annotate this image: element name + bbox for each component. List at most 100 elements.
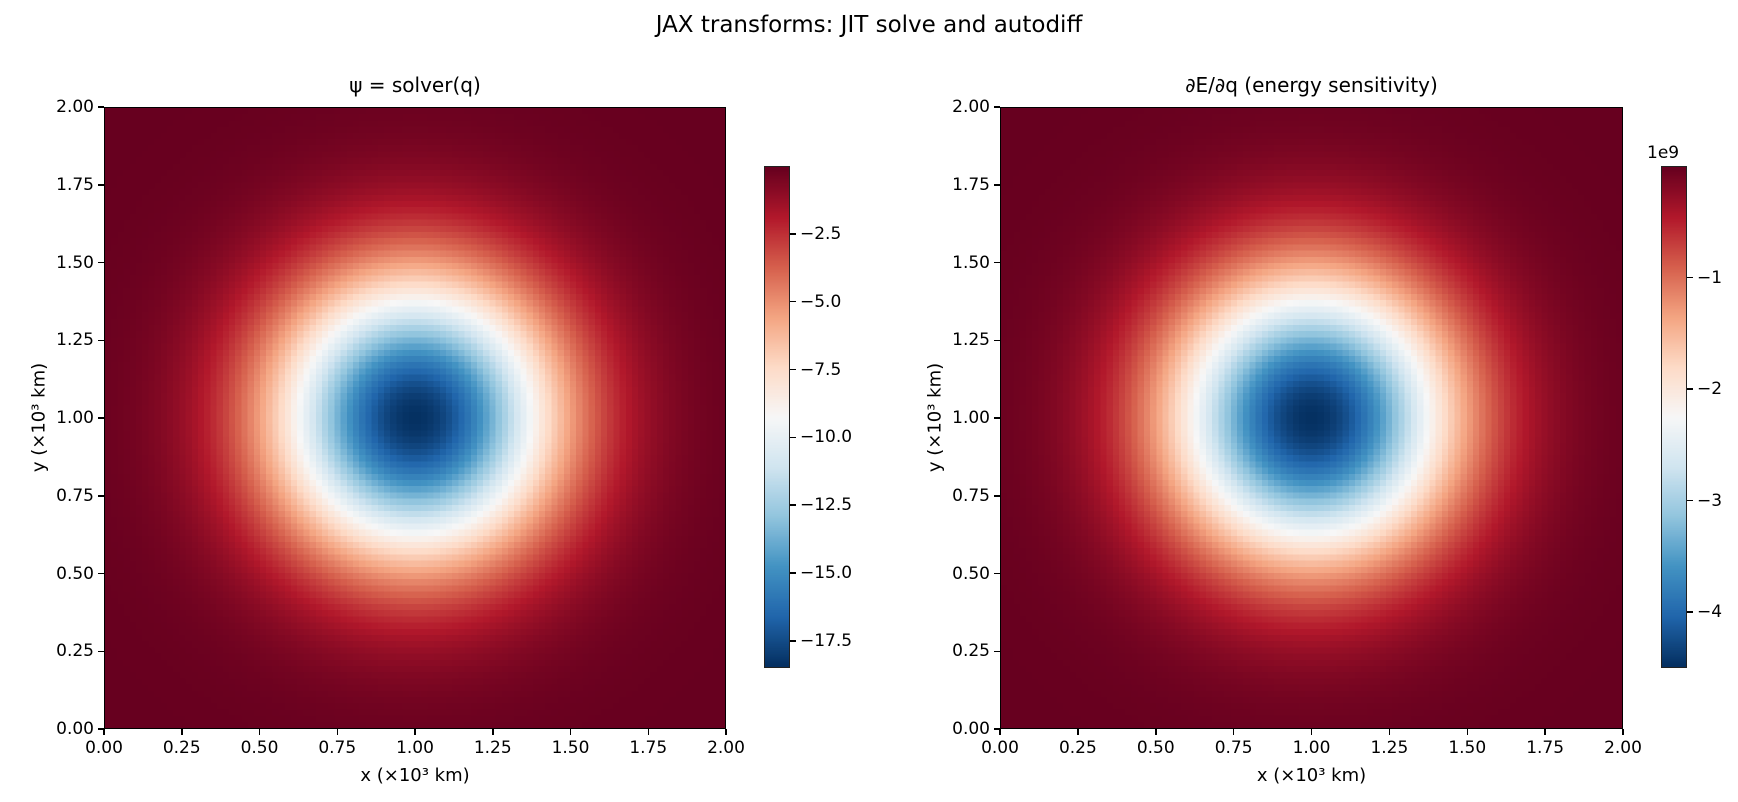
y-tick-label: 0.50 — [56, 563, 94, 584]
y-tick-mark — [98, 417, 104, 419]
x-tick-mark — [569, 729, 572, 735]
x-tick-label: 0.50 — [1136, 738, 1175, 758]
colorbar-gradient — [1662, 167, 1686, 667]
y-tick-label: 1.50 — [56, 252, 94, 273]
y-tick-label: 0.75 — [952, 485, 990, 506]
y-tick-mark — [994, 106, 1000, 108]
y-tick-label: 0.50 — [952, 563, 990, 584]
x-tick-mark — [1077, 729, 1079, 735]
y-tick-label: 2.00 — [952, 97, 990, 117]
x-tick-label: 1.50 — [551, 738, 590, 758]
x-tick-mark — [258, 729, 261, 735]
x-tick-label: 1.75 — [629, 738, 668, 758]
x-tick-label: 1.50 — [1448, 738, 1487, 758]
x-tick-label: 1.00 — [396, 738, 434, 758]
colorbar-tick-mark — [790, 572, 796, 574]
y-tick-mark — [98, 650, 104, 652]
x-tick-label: 1.25 — [1370, 738, 1409, 758]
y-tick-mark — [98, 495, 104, 497]
colorbar-tick-mark — [790, 436, 796, 439]
y-tick-mark — [994, 417, 1000, 419]
x-tick-label: 0.00 — [85, 738, 123, 758]
x-tick-mark — [336, 729, 338, 735]
y-tick-label: 1.75 — [56, 174, 94, 195]
colorbar-tick-mark — [790, 300, 796, 303]
colorbar-tick-label: −12.5 — [800, 495, 853, 516]
x-tick-mark — [725, 729, 727, 735]
y-tick-label: 0.00 — [56, 719, 94, 739]
y-axis-label: y (×10³ km) — [28, 362, 50, 473]
colorbar-tick-label: −2 — [1697, 379, 1723, 400]
x-tick-label: 0.25 — [1058, 738, 1097, 758]
y-tick-mark — [994, 650, 1000, 652]
colorbar-tick-label: −4 — [1697, 602, 1723, 623]
x-tick-label: 1.75 — [1526, 738, 1565, 758]
x-tick-mark — [414, 729, 416, 735]
heatmap-plot — [1000, 107, 1623, 729]
colorbar-tick-mark — [1687, 276, 1693, 279]
colorbar-tick-label: −5.0 — [800, 291, 842, 312]
heatmap-plot — [104, 107, 726, 729]
colorbar — [1661, 166, 1687, 668]
colorbar-tick-label: −7.5 — [800, 359, 842, 380]
y-tick-mark — [98, 572, 104, 575]
y-tick-label: 1.25 — [56, 330, 94, 351]
colorbar-tick-label: −3 — [1697, 490, 1723, 511]
colorbar-tick-mark — [790, 233, 796, 235]
y-tick-label: 1.50 — [952, 252, 990, 273]
y-tick-mark — [98, 728, 104, 730]
y-tick-mark — [994, 184, 1000, 186]
x-tick-label: 1.00 — [1292, 738, 1331, 758]
y-tick-label: 1.00 — [56, 408, 94, 428]
y-tick-mark — [98, 261, 104, 264]
y-tick-mark — [994, 728, 1000, 730]
x-tick-mark — [1622, 729, 1624, 735]
heatmap-image — [105, 108, 725, 728]
colorbar-tick-mark — [1687, 611, 1693, 613]
colorbar-offset-label: 1e9 — [1647, 143, 1680, 163]
y-axis-label: y (×10³ km) — [924, 362, 946, 473]
colorbar-tick-label: −2.5 — [800, 223, 842, 244]
y-tick-mark — [98, 184, 104, 186]
x-tick-mark — [1310, 729, 1313, 735]
colorbar-tick-mark — [1687, 388, 1693, 390]
x-tick-label: 0.25 — [162, 738, 201, 758]
x-tick-mark — [999, 729, 1001, 735]
x-tick-mark — [1544, 729, 1546, 735]
x-tick-mark — [492, 729, 494, 735]
x-tick-mark — [1232, 729, 1235, 735]
x-tick-mark — [103, 729, 105, 735]
figure-title: JAX transforms: JIT solve and autodiff — [655, 12, 1083, 38]
x-tick-label: 1.25 — [473, 738, 512, 758]
colorbar-tick-mark — [1687, 499, 1693, 502]
colorbar-tick-label: −15.0 — [800, 563, 853, 584]
panel-title: ∂E/∂q (energy sensitivity) — [1185, 73, 1438, 97]
x-axis-label: x (×10³ km) — [1256, 765, 1367, 786]
y-tick-label: 0.00 — [952, 719, 990, 739]
colorbar-tick-mark — [790, 504, 796, 506]
x-tick-label: 0.75 — [1214, 738, 1253, 758]
y-tick-mark — [98, 106, 104, 108]
colorbar-tick-label: −1 — [1697, 267, 1723, 288]
y-tick-label: 0.25 — [952, 641, 990, 662]
y-tick-mark — [994, 261, 1000, 264]
y-tick-label: 0.75 — [56, 485, 94, 506]
colorbar-tick-label: −17.5 — [800, 630, 853, 651]
y-tick-mark — [994, 339, 1000, 341]
panel-title: ψ = solver(q) — [349, 73, 481, 97]
x-tick-label: 2.00 — [707, 738, 745, 758]
x-tick-label: 0.75 — [318, 738, 357, 758]
colorbar-tick-mark — [790, 640, 796, 642]
x-tick-mark — [1466, 729, 1468, 735]
y-tick-mark — [994, 572, 1000, 575]
x-tick-label: 0.00 — [981, 738, 1019, 758]
x-axis-label: x (×10³ km) — [360, 765, 470, 786]
x-tick-mark — [647, 729, 649, 735]
x-tick-label: 2.00 — [1604, 738, 1642, 758]
y-tick-label: 0.25 — [56, 641, 94, 662]
x-tick-mark — [1155, 729, 1157, 735]
y-tick-mark — [98, 339, 104, 341]
y-tick-label: 1.25 — [952, 330, 990, 351]
y-tick-mark — [994, 495, 1000, 497]
